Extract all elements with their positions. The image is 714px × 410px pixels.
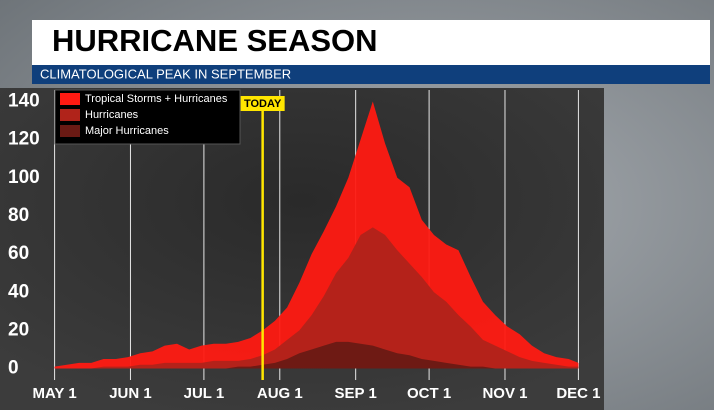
- chart-title: HURRICANE SEASON: [52, 23, 378, 58]
- chart-subtitle: CLIMATOLOGICAL PEAK IN SEPTEMBER: [40, 66, 291, 81]
- legend: Tropical Storms + Hurricanes Hurricanes Ma…: [54, 89, 241, 145]
- legend-label: Tropical Storms + Hurricanes: [85, 93, 228, 105]
- y-tick-label: 0: [8, 358, 19, 379]
- x-tick-label: SEP 1: [335, 385, 377, 402]
- legend-swatch: [60, 93, 80, 105]
- x-tick-label: NOV 1: [482, 385, 527, 402]
- y-tick-label: 20: [8, 319, 29, 340]
- area: [54, 101, 579, 369]
- legend-label: Hurricanes: [85, 109, 139, 121]
- today-label: TODAY: [244, 98, 282, 110]
- legend-swatch: [60, 125, 80, 137]
- subtitle-bar: [32, 65, 710, 84]
- x-tick-label: MAY 1: [32, 385, 76, 402]
- area: [54, 341, 579, 369]
- x-tick-label: OCT 1: [407, 385, 451, 402]
- today-badge: [240, 96, 285, 111]
- title-box: [32, 20, 710, 65]
- x-tick-label: AUG 1: [257, 385, 303, 402]
- y-tick-label: 60: [8, 243, 29, 264]
- y-tick-label: 40: [8, 281, 29, 302]
- y-tick-label: 100: [8, 167, 40, 188]
- legend-swatch: [60, 109, 80, 121]
- legend-label: Major Hurricanes: [85, 125, 169, 137]
- y-tick-label: 120: [8, 129, 40, 150]
- x-tick-label: JUN 1: [109, 385, 152, 402]
- x-tick-label: DEC 1: [556, 385, 600, 402]
- y-tick-label: 80: [8, 205, 29, 226]
- legend-box: [54, 89, 241, 145]
- area: [54, 227, 579, 369]
- y-tick-label: 140: [8, 90, 40, 111]
- plot: MAY 1 JUN 1 JUL 1 AUG 1 SEP 1 OCT 1 NOV 1 DEC 1…: [8, 89, 601, 402]
- x-tick-label: JUL 1: [184, 385, 225, 402]
